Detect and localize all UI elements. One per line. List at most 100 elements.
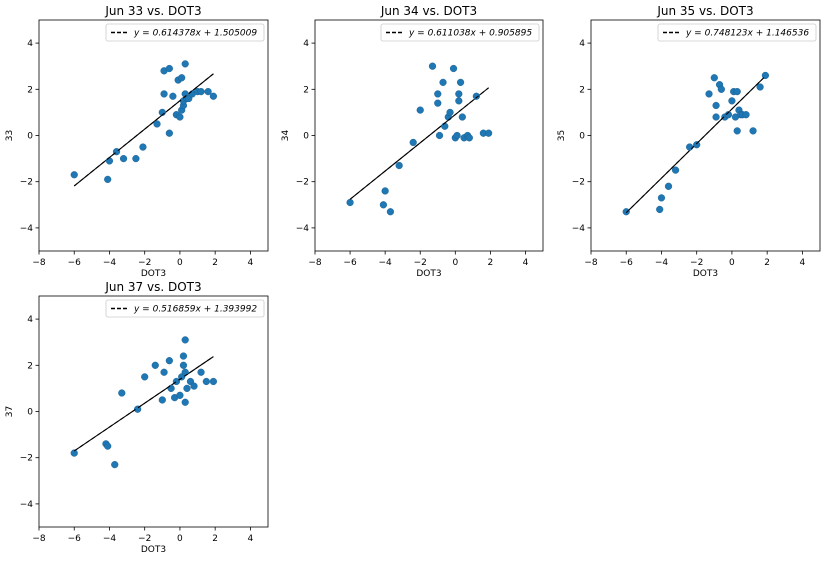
x-axis-label: DOT3 [141,545,166,555]
scatter-point [209,377,217,386]
scatter-point [134,405,142,413]
x-tick-label: −6 [620,258,634,268]
scatter-point [141,373,149,381]
y-tick-label: 0 [27,132,33,142]
scatter-point [139,143,147,151]
scatter-point [756,83,764,91]
subplot-2: Jun 34 vs. DOT3 −8 −6 −4 −2 0 2 4 −4 −2 0 2 4 DOT3 34 y… [281,4,544,279]
y-tick-label: 0 [303,132,309,142]
subplot-1: Jun 33 vs. DOT3 −8 −6 −4 −2 0 2 4 −4 −2 0 2 4 DOT3 33 y… [5,4,269,279]
x-tick-label: 0 [177,258,183,268]
axes-frame [38,295,269,528]
x-tick-label: 2 [212,258,218,268]
y-tick-label: 2 [579,85,585,95]
scatter-point [176,113,184,121]
x-tick-label: −8 [32,534,46,544]
scatter-point [190,382,198,390]
y-axis-label: 35 [557,130,567,141]
scatter-point [381,187,389,195]
scatter-point [712,101,720,110]
scatter-point [439,78,447,86]
y-tick-label: −2 [20,178,33,188]
scatter-point [472,92,480,100]
scatter-point [434,99,442,107]
x-tick-label: −8 [308,258,322,268]
scatter-point [178,74,186,82]
scatter-point [724,111,733,119]
scatter-point [169,92,177,100]
scatter-point [671,166,680,174]
legend-label: y = 0.516859x + 1.393992 [133,305,257,315]
y-axis-label: 33 [5,130,15,141]
scatter-point [165,357,173,365]
subplot-3: Jun 35 vs. DOT3 −8 −6 −4 −2 0 2 4 −4 −2 0 2 4 DOT3 35 y… [557,4,821,279]
scatter-point [70,449,78,457]
subplot-title: Jun 35 vs. DOT3 [656,4,753,18]
y-tick-label: −2 [296,178,309,188]
x-tick-label: −6 [343,258,357,268]
scatter-point [733,88,741,96]
scatter-point [118,389,126,397]
scatter-point [165,129,173,137]
x-axis-label: DOT3 [141,269,166,279]
scatter-point [181,336,189,344]
x-tick-label: −8 [32,258,46,268]
x-tick-label: 2 [212,534,218,544]
scatter-point [183,384,191,393]
subplot-4: Jun 37 vs. DOT3 −8 −6 −4 −2 0 2 4 −4 −2 0 2 4 DOT3 37 y… [5,280,269,555]
subplot-title: Jun 34 vs. DOT3 [380,4,477,18]
scatter-point [710,74,718,82]
x-tick-label: −8 [584,258,598,268]
scatter-point [132,155,140,163]
scatter-point [197,88,205,96]
x-tick-label: −2 [138,258,151,268]
y-tick-label: 2 [303,85,309,95]
y-axis-label: 37 [5,406,15,417]
scatter-point [104,175,112,183]
scatter-point [455,90,463,98]
scatter-point [449,64,458,73]
scatter-point [179,361,188,369]
scatter-point [622,208,630,216]
x-tick-label: 0 [729,258,735,268]
scatter-point [453,131,461,140]
y-axis-label: 34 [281,130,291,142]
x-tick-label: −6 [68,534,82,544]
scatter-point [119,155,128,163]
scatter-point [656,205,664,214]
scatter-point [705,90,713,98]
axes-frame [38,19,269,252]
scatter-point [742,111,750,119]
scatter-point [165,64,173,73]
y-tick-label: −4 [296,224,310,234]
fit-line-dashed [73,73,214,187]
x-tick-label: 4 [248,258,254,268]
fit-line-dashed [73,356,214,452]
scatter-point [664,182,673,190]
y-tick-label: 0 [579,132,585,142]
x-axis-label: DOT3 [693,269,718,279]
scatter-point [434,90,442,98]
legend-label: y = 0.614378x + 1.505009 [133,29,257,39]
scatter-point [435,131,444,140]
scatter-point [181,60,189,68]
x-axis-label: DOT3 [416,269,441,279]
scatter-point [686,143,694,151]
scatter-point [160,90,168,98]
scatter-point [693,141,701,149]
y-tick-label: 4 [27,315,33,325]
legend-box [657,23,817,42]
x-tick-label: −2 [138,534,151,544]
scatter-point [728,97,736,105]
x-tick-label: 0 [177,534,183,544]
scatter-point [105,157,114,165]
y-tick-label: −4 [20,224,34,234]
scatter-point [712,113,720,121]
scatter-point [485,129,493,137]
scatter-point [181,398,189,406]
x-tick-label: −4 [103,258,117,268]
fit-line-dashed [349,87,489,200]
scatter-point [176,391,184,399]
scatter-point [179,352,188,360]
legend-box [105,23,265,42]
